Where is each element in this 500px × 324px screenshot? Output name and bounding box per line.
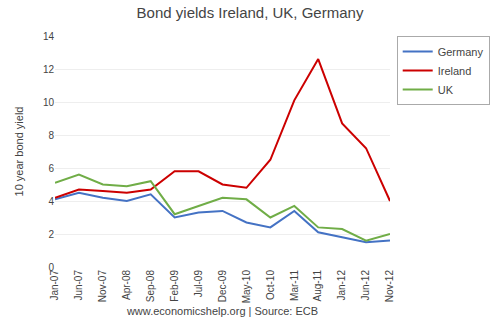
svg-text:Bond yields Ireland, UK, Germa: Bond yields Ireland, UK, Germany: [137, 4, 364, 21]
svg-text:6: 6: [48, 163, 54, 174]
svg-text:Nov-07: Nov-07: [97, 270, 108, 303]
svg-text:14: 14: [43, 31, 55, 42]
svg-text:10 year bond yield: 10 year bond yield: [13, 107, 25, 197]
svg-text:12: 12: [43, 64, 55, 75]
svg-text:10: 10: [43, 97, 55, 108]
svg-text:Oct-10: Oct-10: [265, 270, 276, 300]
svg-text:Jan-12: Jan-12: [336, 270, 347, 301]
svg-text:www.economicshelp.org | Source: www.economicshelp.org | Source: ECB: [126, 305, 318, 317]
svg-text:Apr-08: Apr-08: [121, 270, 132, 300]
svg-text:2: 2: [48, 229, 54, 240]
svg-text:Nov-12: Nov-12: [384, 270, 395, 303]
svg-text:Ireland: Ireland: [438, 65, 472, 77]
svg-text:8: 8: [48, 130, 54, 141]
svg-text:Feb-09: Feb-09: [169, 270, 180, 302]
svg-text:Jun-07: Jun-07: [73, 270, 84, 301]
svg-text:Jun-12: Jun-12: [360, 270, 371, 301]
svg-text:4: 4: [48, 196, 54, 207]
svg-text:UK: UK: [438, 84, 454, 96]
svg-text:Jul-09: Jul-09: [193, 270, 204, 298]
svg-text:0: 0: [48, 262, 54, 273]
svg-text:Sep-08: Sep-08: [145, 270, 156, 303]
svg-text:Jan-07: Jan-07: [49, 270, 60, 301]
svg-text:Aug-11: Aug-11: [312, 270, 323, 302]
svg-text:Dec-09: Dec-09: [217, 270, 228, 303]
svg-text:Germany: Germany: [438, 46, 484, 58]
svg-text:Mar-11: Mar-11: [289, 270, 300, 301]
svg-text:May-10: May-10: [241, 270, 252, 304]
